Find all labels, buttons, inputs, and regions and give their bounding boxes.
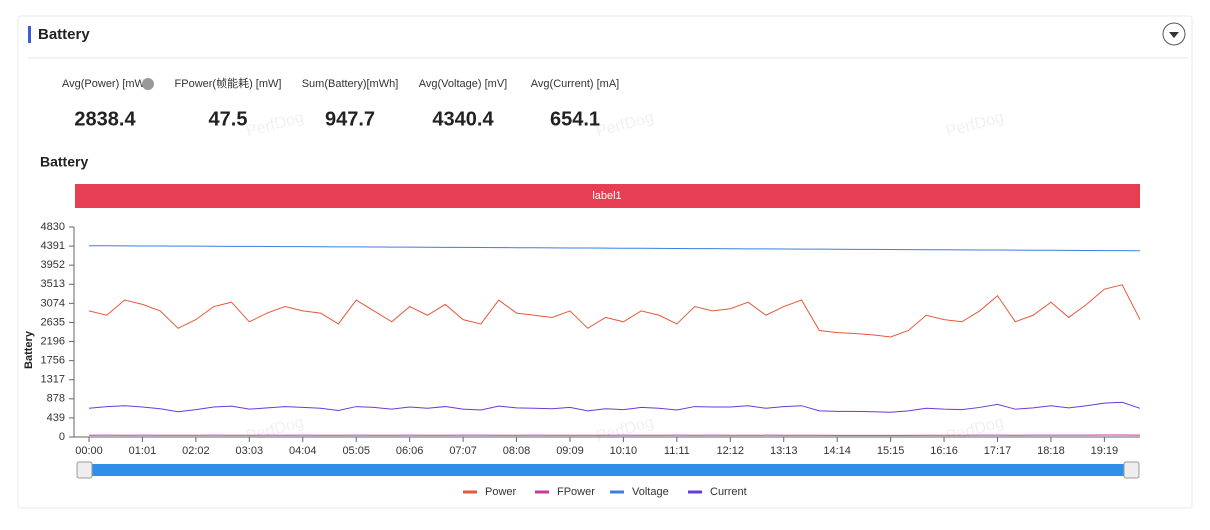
y-axis-label: Battery: [23, 330, 35, 369]
y-tick-label: 0: [59, 431, 65, 443]
x-tick-label: 07:07: [449, 445, 477, 457]
x-tick-label: 18:18: [1037, 445, 1065, 457]
x-tick-label: 09:09: [556, 445, 584, 457]
stat-value: 2838.4: [74, 108, 136, 130]
stat-label: FPower(帧能耗) [mW]: [175, 76, 282, 90]
x-tick-label: 16:16: [930, 445, 958, 457]
y-tick-label: 3952: [41, 259, 65, 271]
x-tick-label: 03:03: [236, 445, 264, 457]
zoom-slider[interactable]: [84, 464, 1132, 476]
legend-label: Power: [485, 486, 517, 498]
legend-label: FPower: [557, 486, 595, 498]
x-tick-label: 01:01: [129, 445, 157, 457]
stat-value: 4340.4: [432, 108, 494, 130]
stat-label: Sum(Battery)[mWh]: [302, 78, 399, 90]
y-tick-label: 2196: [41, 335, 65, 347]
legend-label: Voltage: [632, 486, 669, 498]
y-tick-label: 878: [47, 393, 65, 405]
legend-label: Current: [710, 486, 747, 498]
x-tick-label: 05:05: [342, 445, 370, 457]
x-tick-label: 14:14: [823, 445, 851, 457]
collapse-button[interactable]: [1163, 23, 1185, 45]
y-tick-label: 2635: [41, 316, 65, 328]
x-tick-label: 04:04: [289, 445, 317, 457]
x-tick-label: 15:15: [877, 445, 905, 457]
stat-value: 654.1: [550, 108, 600, 130]
card-title: Battery: [38, 26, 90, 43]
x-tick-label: 06:06: [396, 445, 424, 457]
y-tick-label: 4391: [41, 240, 65, 252]
help-icon: [142, 78, 154, 90]
stat-value: 47.5: [209, 108, 248, 130]
title-accent: [28, 26, 31, 43]
y-tick-label: 1317: [41, 374, 65, 386]
x-tick-label: 10:10: [610, 445, 638, 457]
x-tick-label: 08:08: [503, 445, 531, 457]
x-tick-label: 13:13: [770, 445, 798, 457]
y-tick-label: 4830: [41, 221, 65, 233]
chart-title: Battery: [40, 154, 88, 170]
x-tick-label: 02:02: [182, 445, 210, 457]
x-tick-label: 19:19: [1091, 445, 1119, 457]
stat-label: Avg(Power) [mW]: [62, 78, 148, 90]
x-tick-label: 00:00: [75, 445, 103, 457]
slider-handle-right[interactable]: [1124, 462, 1139, 478]
x-tick-label: 11:11: [664, 445, 690, 457]
y-tick-label: 3513: [41, 278, 65, 290]
stat-value: 947.7: [325, 108, 375, 130]
y-tick-label: 3074: [41, 297, 65, 309]
y-tick-label: 439: [47, 412, 65, 424]
stat-label: Avg(Voltage) [mV]: [419, 78, 507, 90]
y-tick-label: 1756: [41, 355, 65, 367]
stat-label: Avg(Current) [mA]: [531, 78, 619, 90]
band-label: label1: [592, 190, 621, 202]
x-tick-label: 17:17: [984, 445, 1012, 457]
slider-handle-left[interactable]: [77, 462, 92, 478]
x-tick-label: 12:12: [717, 445, 745, 457]
